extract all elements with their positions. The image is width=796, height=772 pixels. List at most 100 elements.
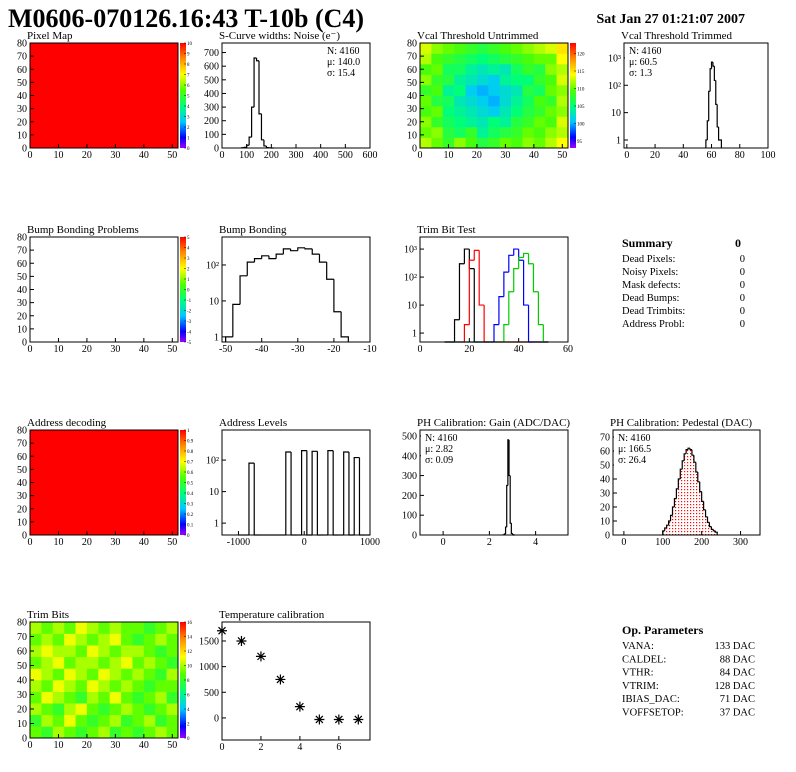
hist-bin <box>251 106 255 138</box>
x-tick-label: 300 <box>733 537 748 548</box>
x-tick-label: 500 <box>338 150 353 161</box>
heatmap-cell <box>52 622 65 634</box>
hist-bin <box>473 249 480 261</box>
heatmap-cell <box>132 633 145 646</box>
heatmap-cell <box>98 668 110 681</box>
heatmap-cell <box>41 645 54 658</box>
heatmap-cell <box>454 95 466 107</box>
hist-bar-fill <box>697 481 700 535</box>
heatmap-cell <box>431 137 444 149</box>
y-tick-label: 0 <box>22 734 27 745</box>
y-tick-label: 10 <box>407 130 417 141</box>
heatmap-cell <box>52 703 65 716</box>
y-tick-label: 0 <box>22 338 27 349</box>
heatmap-cell <box>465 106 478 117</box>
summary: Summary 0 Dead Pixels: 0 Noisy Pixels: 0 Mask … <box>622 236 745 330</box>
x-tick-label: -10 <box>363 344 376 355</box>
x-tick-label: 40 <box>139 344 149 355</box>
x-tick-label: 10 <box>53 537 63 548</box>
heatmap-cell <box>533 85 546 96</box>
color-scale-label: 0.2 <box>187 513 194 518</box>
heatmap-cell <box>166 714 179 727</box>
x-tick-label: 50 <box>557 150 567 161</box>
heatmap-cell <box>143 645 156 658</box>
x-tick-label: 20 <box>82 537 92 548</box>
page-title: M0606-070126.16:43 T-10b (C4) <box>8 4 364 33</box>
heatmap-cell <box>454 53 466 65</box>
heatmap-cell <box>556 53 569 65</box>
hist-bin <box>282 248 291 255</box>
x-tick-label: 6 <box>336 742 341 753</box>
heatmap-cell <box>499 127 512 138</box>
heatmap-cell <box>121 703 133 716</box>
hist-bin <box>715 80 718 105</box>
panel-title: Bump Bonding <box>219 224 287 236</box>
heatmap-cell <box>511 74 523 86</box>
heatmap-cell <box>30 645 42 658</box>
x-tick-label: 60 <box>707 150 717 161</box>
hist-bin <box>300 449 307 535</box>
star-marker <box>275 674 286 685</box>
color-scale-label: 2 <box>187 126 190 131</box>
heatmap-cell <box>143 691 156 704</box>
panel: PH Calibration: Gain (ADC/DAC) 0 2 4 0 100 200… <box>402 417 570 548</box>
hist-bin <box>708 522 712 528</box>
color-scale-label: 8 <box>187 63 190 68</box>
color-scale-label: -1 <box>187 299 192 304</box>
hist-bin <box>668 520 671 526</box>
heatmap-cell <box>75 645 88 658</box>
heatmap-cell <box>511 53 523 65</box>
panel-title: Vcal Threshold Untrimmed <box>417 30 539 42</box>
y-tick-label: 20 <box>407 117 417 128</box>
heatmap-cell <box>454 85 466 96</box>
y-tick-label: 60 <box>17 647 27 658</box>
x-tick-label: 200 <box>694 537 709 548</box>
hist-bar-fill <box>688 448 690 535</box>
hist-bin <box>693 455 696 463</box>
heatmap-cell <box>30 43 179 149</box>
heatmap-cell <box>499 106 512 117</box>
hist-bin <box>681 460 685 470</box>
heatmap-cell <box>143 622 156 634</box>
x-tick-label: 0 <box>28 740 33 751</box>
plot-frame <box>419 429 569 536</box>
hist-bar-fill <box>674 498 677 535</box>
stats-line: μ: 2.82 <box>425 444 453 455</box>
x-tick-label: 10 <box>53 150 63 161</box>
heatmap-cell <box>75 703 88 716</box>
x-tick-label: 400 <box>313 150 328 161</box>
heatmap-cell <box>98 691 110 704</box>
x-tick-label: -1000 <box>227 537 250 548</box>
heatmap-cell <box>420 106 432 117</box>
stats-line: σ: 15.4 <box>327 68 355 79</box>
heatmap-cell <box>431 53 444 65</box>
hist-bin <box>691 449 694 456</box>
x-tick-label: 20 <box>82 150 92 161</box>
y-tick-label: 500 <box>402 431 417 442</box>
stats-line: μ: 60.5 <box>629 57 657 68</box>
panel: Vcal Threshold Untrimmed9510010511011512… <box>407 30 585 161</box>
y-tick-label: 10 <box>209 487 219 498</box>
color-scale <box>180 43 186 148</box>
heatmap-cell <box>166 645 179 658</box>
hist-bin <box>717 126 720 141</box>
parameter-label: VOFFSETOP: <box>622 708 684 719</box>
y-tick-label: 30 <box>17 104 27 115</box>
heatmap-cell <box>533 137 546 149</box>
heatmap-cell <box>499 74 512 86</box>
heatmap-cell <box>121 714 133 727</box>
y-tick-label: 70 <box>600 433 610 444</box>
heatmap-cell <box>545 74 557 86</box>
color-scale-label: 0 <box>187 534 190 539</box>
heatmap-cell <box>30 668 42 681</box>
hist-bin <box>297 247 306 251</box>
heatmap-cell <box>533 53 546 65</box>
heatmap-cell <box>511 64 523 75</box>
color-scale-label: 0.8 <box>187 450 194 455</box>
hist-bin <box>248 136 252 146</box>
hist-bar-fill <box>715 532 718 535</box>
y-tick-label: 50 <box>600 461 610 472</box>
color-scale-label: 10 <box>187 665 193 670</box>
x-tick-label: 50 <box>167 150 177 161</box>
